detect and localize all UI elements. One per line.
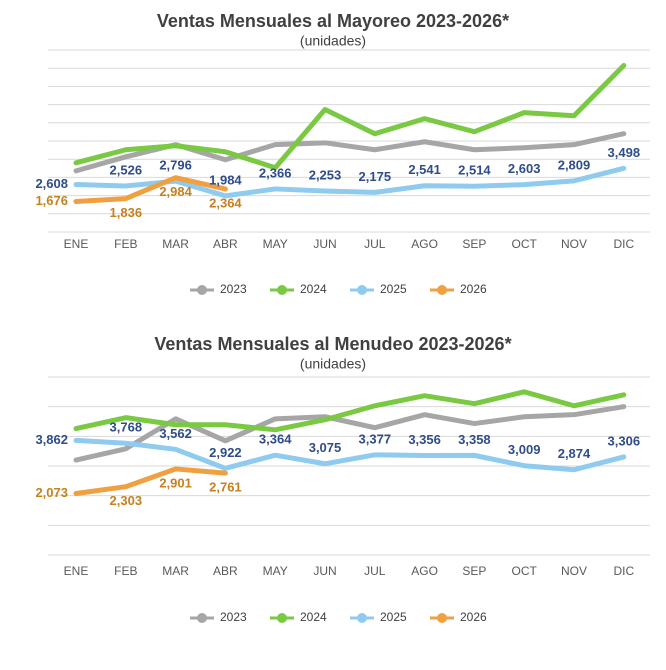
x-tick-label: DIC [613, 237, 634, 251]
x-tick-label: SEP [462, 564, 486, 578]
data-label: 2,366 [259, 165, 292, 180]
x-tick-label: AGO [411, 564, 438, 578]
legend-label: 2024 [300, 610, 327, 624]
x-tick-label: MAR [162, 564, 189, 578]
x-tick-label: MAY [263, 237, 288, 251]
legend-label: 2025 [380, 610, 407, 624]
data-label: 2,901 [159, 475, 192, 490]
x-tick-label: ENE [64, 564, 89, 578]
data-label: 1,676 [35, 193, 68, 208]
series-line [73, 165, 627, 199]
data-label: 3,862 [35, 432, 68, 447]
series-line [73, 437, 627, 473]
legend-marker [197, 285, 207, 295]
x-tick-label: JUN [313, 564, 336, 578]
x-tick-label: OCT [512, 564, 538, 578]
data-label: 2,603 [508, 161, 541, 176]
legend-marker [277, 613, 287, 623]
data-label: 3,377 [359, 431, 392, 446]
data-label: 2,984 [159, 184, 192, 199]
data-label: 1,984 [209, 172, 242, 187]
chart-title: Ventas Mensuales al Menudeo 2023-2026* [154, 334, 511, 354]
x-tick-label: AGO [411, 237, 438, 251]
data-label: 2,922 [209, 445, 242, 460]
x-tick-label: ABR [213, 564, 238, 578]
legend-marker [437, 285, 447, 295]
legend-label: 2024 [300, 282, 327, 296]
data-label: 3,306 [608, 433, 641, 448]
data-label: 3,768 [110, 420, 143, 435]
data-label: 3,356 [408, 432, 441, 447]
data-label: 2,175 [359, 169, 392, 184]
x-tick-label: ENE [64, 237, 89, 251]
series-line [73, 131, 627, 174]
x-tick-label: NOV [561, 237, 587, 251]
legend-marker [277, 285, 287, 295]
legend-marker [197, 613, 207, 623]
data-label: 2,608 [35, 176, 68, 191]
data-label: 3,364 [259, 432, 292, 447]
legend-label: 2023 [220, 282, 247, 296]
x-tick-label: JUL [364, 237, 386, 251]
x-tick-label: DIC [613, 564, 634, 578]
data-label: 3,358 [458, 432, 491, 447]
data-label: 3,009 [508, 442, 541, 457]
data-label: 2,073 [35, 485, 68, 500]
series-line [73, 389, 627, 433]
x-tick-label: MAY [263, 564, 288, 578]
data-label: 2,809 [558, 157, 591, 172]
legend-label: 2026 [460, 282, 487, 296]
x-tick-label: FEB [114, 564, 137, 578]
data-label: 2,253 [309, 167, 342, 182]
data-label: 2,796 [159, 158, 192, 173]
chart-title: Ventas Mensuales al Mayoreo 2023-2026* [157, 11, 509, 31]
x-tick-label: JUN [313, 237, 336, 251]
x-tick-label: OCT [512, 237, 538, 251]
data-label: 3,075 [309, 440, 342, 455]
legend-label: 2026 [460, 610, 487, 624]
series-line [73, 466, 228, 497]
data-label: 2,526 [110, 162, 143, 177]
x-tick-label: ABR [213, 237, 238, 251]
data-label: 3,498 [608, 145, 641, 160]
data-label: 2,761 [209, 480, 242, 495]
x-tick-label: MAR [162, 237, 189, 251]
x-tick-label: FEB [114, 237, 137, 251]
legend-label: 2023 [220, 610, 247, 624]
data-label: 2,303 [110, 493, 143, 508]
legend-marker [357, 285, 367, 295]
data-label: 1,836 [110, 205, 143, 220]
data-label: 2,541 [408, 162, 441, 177]
data-label: 2,364 [209, 195, 242, 210]
series-line [73, 62, 627, 171]
series-line [73, 175, 228, 204]
data-label: 3,562 [159, 426, 192, 441]
chart-subtitle: (unidades) [300, 33, 366, 49]
legend-marker [357, 613, 367, 623]
data-label: 2,514 [458, 163, 491, 178]
x-tick-label: SEP [462, 237, 486, 251]
x-tick-label: NOV [561, 564, 587, 578]
legend-label: 2025 [380, 282, 407, 296]
data-label: 2,874 [558, 446, 591, 461]
x-tick-label: JUL [364, 564, 386, 578]
legend-marker [437, 613, 447, 623]
chart-subtitle: (unidades) [300, 356, 366, 372]
